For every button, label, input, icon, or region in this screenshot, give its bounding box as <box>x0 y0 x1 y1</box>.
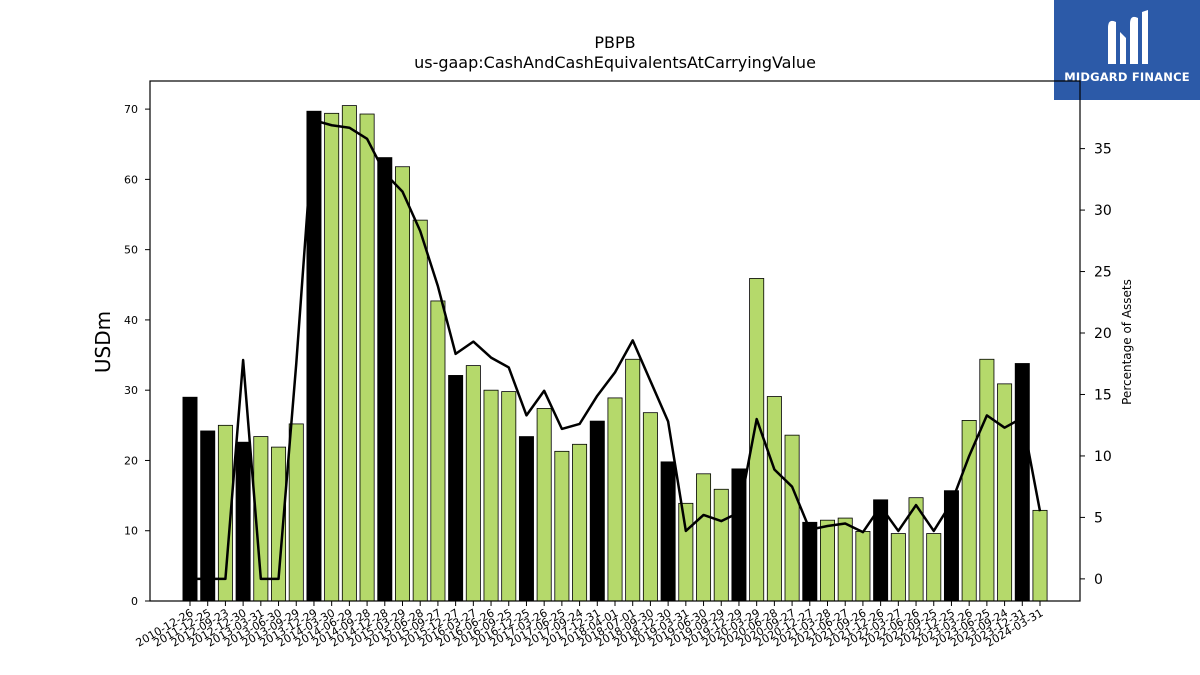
bar <box>359 113 375 602</box>
y-tick-label: 50 <box>124 244 138 257</box>
y-tick-label: 10 <box>124 525 138 538</box>
bar <box>766 396 782 602</box>
bar <box>412 219 428 602</box>
y2-tick-label: 25 <box>1094 265 1112 281</box>
logo-text: MIDGARD FINANCE <box>1064 70 1190 84</box>
bar <box>395 166 410 602</box>
bar <box>465 365 481 602</box>
bar <box>997 383 1013 602</box>
bar <box>660 461 676 602</box>
bars-layer <box>182 105 1048 602</box>
bar <box>518 436 534 602</box>
y2-tick-label: 10 <box>1094 449 1112 465</box>
bar <box>341 105 357 602</box>
midgard-finance-logo: MIDGARD FINANCE <box>1054 0 1200 100</box>
bar <box>625 358 641 602</box>
y-axis-label: USDm <box>91 311 115 373</box>
bar <box>324 112 340 602</box>
bar <box>1032 509 1048 602</box>
bar <box>820 519 835 602</box>
pct-of-assets-line <box>190 119 1042 581</box>
bar <box>696 473 712 602</box>
bar <box>890 533 906 602</box>
bar <box>483 389 499 602</box>
y-tick-label: 0 <box>131 595 138 608</box>
y-tick-label: 70 <box>124 103 138 116</box>
line-layer <box>190 119 1042 581</box>
bar <box>572 443 588 602</box>
bar <box>501 391 517 602</box>
y-tick-label: 60 <box>124 173 138 186</box>
bar <box>288 423 304 602</box>
bar <box>430 300 446 602</box>
chart-subtitle: us-gaap:CashAndCashEquivalentsAtCarrying… <box>414 53 816 72</box>
midgard-logo-mark-icon <box>1108 10 1148 64</box>
bar <box>607 397 623 602</box>
y-tick-label: 30 <box>124 384 138 397</box>
bar <box>784 434 800 602</box>
y2-tick-label: 15 <box>1094 387 1112 403</box>
y-tick-label: 20 <box>124 454 138 467</box>
y-tick-label: 40 <box>124 314 138 327</box>
bar <box>182 396 198 602</box>
axes-layer: 010203040506070051015202530352010-12-262… <box>124 80 1112 650</box>
bar <box>200 430 216 602</box>
y2-tick-label: 35 <box>1094 142 1112 158</box>
bar <box>837 517 853 602</box>
bar <box>377 157 393 602</box>
bar <box>926 533 942 602</box>
y2-tick-label: 30 <box>1094 203 1112 219</box>
bar <box>855 531 871 602</box>
chart-title: PBPB <box>594 33 635 52</box>
bar <box>536 408 552 602</box>
bar <box>678 502 694 602</box>
bar <box>448 375 464 602</box>
bar <box>802 521 818 602</box>
bar <box>642 412 658 602</box>
bar <box>713 488 729 602</box>
bar <box>979 358 995 602</box>
bar <box>235 441 251 602</box>
bar <box>1014 363 1030 602</box>
bar <box>589 420 605 602</box>
bar <box>943 490 959 602</box>
y2-tick-label: 0 <box>1094 572 1103 588</box>
y2-tick-label: 5 <box>1094 510 1103 526</box>
y2-axis-label: Percentage of Assets <box>1120 279 1134 405</box>
y2-tick-label: 20 <box>1094 326 1112 342</box>
bar <box>554 450 570 602</box>
